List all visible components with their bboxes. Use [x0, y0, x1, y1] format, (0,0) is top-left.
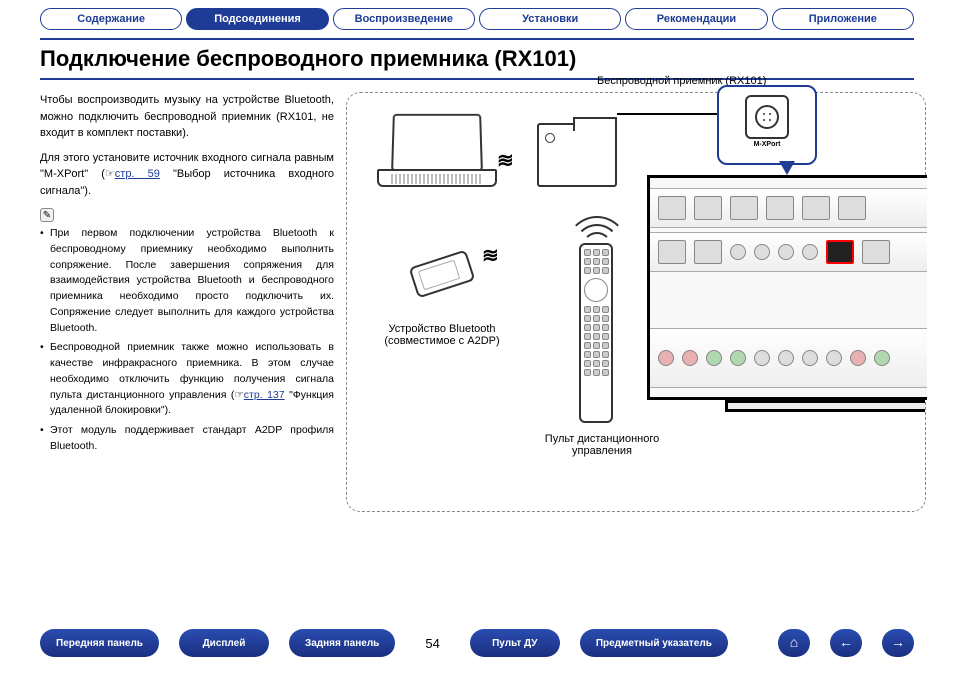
- remote-control-icon: [579, 243, 613, 423]
- laptop-icon: [377, 113, 497, 203]
- remote-label-a: Пульт дистанционного: [545, 433, 659, 445]
- bt-device-label-b: (совместимое с A2DP): [384, 335, 499, 347]
- intro-paragraph-2: Для этого установите источник входного с…: [40, 150, 334, 200]
- mxport-connector-icon: [745, 95, 789, 139]
- bt-device-label: Устройство Bluetooth (совместимое с A2DP…: [367, 323, 517, 347]
- tab-connections[interactable]: Подсоединения: [186, 8, 328, 30]
- tab-tips[interactable]: Рекомендации: [625, 8, 767, 30]
- pencil-note-icon: ✎: [40, 208, 54, 222]
- btn-home[interactable]: ⌂: [778, 629, 810, 657]
- btn-remote[interactable]: Пульт ДУ: [470, 629, 560, 657]
- bullet-1: При первом подключении устройства Blueto…: [40, 226, 334, 336]
- bt-device-label-a: Устройство Bluetooth: [388, 323, 495, 335]
- mxport-port-highlight: [826, 240, 854, 264]
- btn-index[interactable]: Предметный указатель: [580, 629, 728, 657]
- content-area: Чтобы воспроизводить музыку на устройств…: [0, 80, 954, 512]
- link-page-59[interactable]: стр. 59: [115, 168, 160, 180]
- wireless-signal-icon: ≋: [497, 148, 514, 173]
- mxport-label: M-XPort: [719, 141, 815, 148]
- btn-front-panel[interactable]: Передняя панель: [40, 629, 159, 657]
- ir-waves-icon: [552, 208, 642, 248]
- tab-contents[interactable]: Содержание: [40, 8, 182, 30]
- tab-settings[interactable]: Установки: [479, 8, 621, 30]
- text-column: Чтобы воспроизводить музыку на устройств…: [40, 92, 334, 512]
- bullet-2: Беспроводной приемник также можно исполь…: [40, 340, 334, 419]
- connection-diagram: Беспроводной приемник (RX101) ≋ ≋ M-XPor…: [346, 92, 926, 512]
- tab-playback[interactable]: Воспроизведение: [333, 8, 475, 30]
- rx101-box-icon: [537, 123, 617, 187]
- link-page-137[interactable]: стр. 137: [244, 389, 285, 401]
- tab-appendix[interactable]: Приложение: [772, 8, 914, 30]
- bullet-list: При первом подключении устройства Blueto…: [40, 226, 334, 455]
- page-number: 54: [425, 636, 439, 651]
- bullet-3: Этот модуль поддерживает стандарт A2DP п…: [40, 423, 334, 455]
- av-receiver-back-panel: [647, 175, 927, 400]
- btn-prev-page[interactable]: ←: [830, 629, 862, 657]
- btn-rear-panel[interactable]: Задняя панель: [289, 629, 395, 657]
- receiver-stand: [725, 400, 925, 412]
- btn-display[interactable]: Дисплей: [179, 629, 269, 657]
- remote-label-b: управления: [572, 445, 632, 457]
- intro-paragraph-1: Чтобы воспроизводить музыку на устройств…: [40, 92, 334, 142]
- page-title: Подключение беспроводного приемника (RX1…: [40, 46, 914, 72]
- wireless-signal-icon: ≋: [482, 243, 499, 268]
- top-tabs: Содержание Подсоединения Воспроизведение…: [0, 0, 954, 34]
- phone-icon: [409, 250, 476, 299]
- remote-label: Пульт дистанционного управления: [517, 433, 687, 457]
- bottom-nav: Передняя панель Дисплей Задняя панель 54…: [0, 629, 954, 657]
- mxport-callout: M-XPort: [717, 85, 817, 165]
- btn-next-page[interactable]: →: [882, 629, 914, 657]
- title-bar: Подключение беспроводного приемника (RX1…: [40, 38, 914, 80]
